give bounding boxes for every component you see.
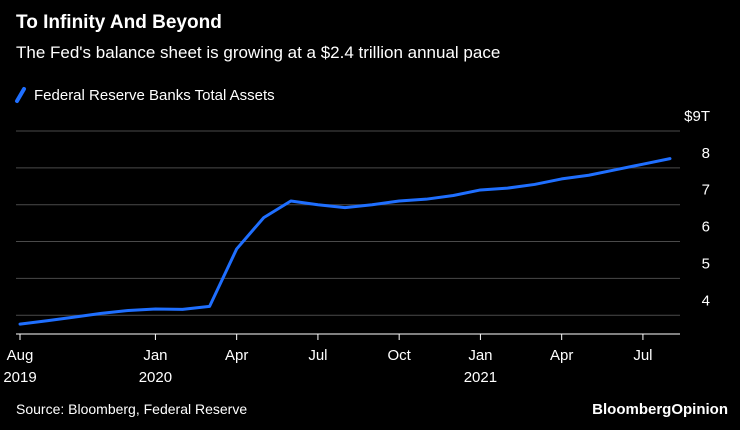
chart-subtitle: The Fed's balance sheet is growing at a … [16, 43, 500, 62]
y-tick-label: 7 [702, 182, 710, 199]
y-tick-label: $9T [684, 108, 710, 125]
x-tick-label: Apr [225, 347, 248, 364]
x-tick-year: 2020 [139, 369, 172, 386]
y-tick-label: 6 [702, 219, 710, 236]
y-tick-label: 8 [702, 145, 710, 162]
x-tick-year: 2021 [464, 369, 497, 386]
brand: BloombergOpinion [592, 401, 728, 418]
x-tick-label: Jul [308, 347, 327, 364]
x-tick-label: Oct [387, 347, 411, 364]
x-tick-year: 2019 [3, 369, 36, 386]
x-tick-label: Jan [143, 347, 167, 364]
x-tick-label: Jul [633, 347, 652, 364]
legend-label: Federal Reserve Banks Total Assets [34, 87, 275, 104]
source: Source: Bloomberg, Federal Reserve [16, 401, 247, 417]
x-tick-label: Aug [7, 347, 34, 364]
y-tick-label: 5 [702, 255, 710, 272]
y-tick-label: 4 [702, 292, 710, 309]
x-tick-label: Jan [468, 347, 492, 364]
legend-swatch [15, 87, 26, 103]
x-tick-label: Apr [550, 347, 573, 364]
chart-title: To Infinity And Beyond [16, 12, 222, 33]
data-line [18, 157, 672, 326]
